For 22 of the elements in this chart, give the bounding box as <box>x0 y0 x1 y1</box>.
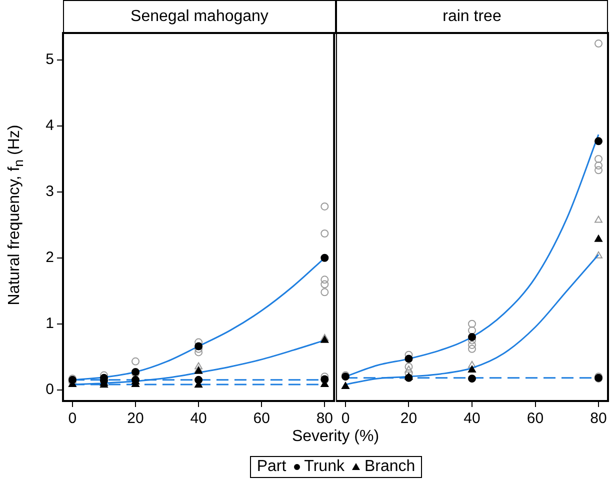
x-tick-label: 0 <box>68 410 77 428</box>
x-tick-label: 40 <box>190 410 207 428</box>
x-axis-title: Severity (%) <box>290 428 380 446</box>
y-tick-label: 3 <box>46 183 54 200</box>
chart-title: Senegal mahogany <box>63 0 336 34</box>
y-tick-label: 4 <box>46 117 54 134</box>
x-tick-label: 40 <box>464 410 480 428</box>
y-tick-label: 0 <box>46 380 54 398</box>
x-tick-label: 80 <box>316 410 333 428</box>
chart-title: rain tree <box>336 0 608 34</box>
x-tick-label: 20 <box>400 410 418 428</box>
x-tick-label: 60 <box>253 410 270 428</box>
legend-label: Trunk <box>304 458 344 475</box>
x-tick-label: 20 <box>127 410 144 428</box>
x-tick-label: 80 <box>590 410 607 428</box>
x-tick-label: 60 <box>526 410 544 428</box>
legend-label: Branch <box>364 458 416 475</box>
y-tick-label: 5 <box>46 51 54 68</box>
y-tick-label: 1 <box>46 314 54 332</box>
y-tick-label: 2 <box>46 249 54 266</box>
legend-title: Part <box>256 458 286 475</box>
x-tick-label: 0 <box>341 410 350 428</box>
